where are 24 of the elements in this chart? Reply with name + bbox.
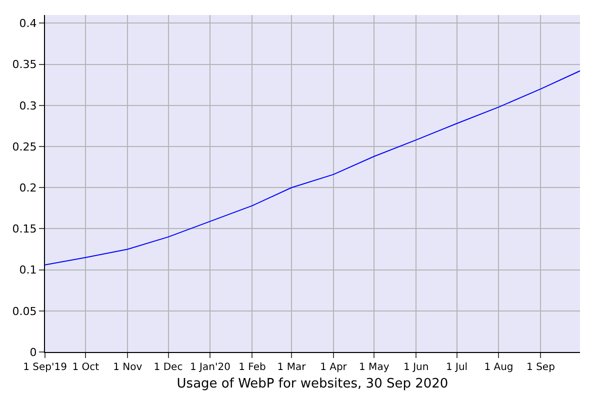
x-tick-label: 1 Jul [446,362,468,373]
y-tick-label: 0.15 [12,222,37,236]
x-tick-label: 1 Feb [238,362,266,373]
y-tick-label: 0.3 [19,99,37,112]
y-tick-label: 0.1 [19,264,37,277]
x-tick-label: 1 Nov [113,362,142,373]
x-tick-label: 1 Sep [526,362,555,373]
x-tick-label: 1 Jan'20 [190,362,230,373]
y-tick-label: 0.2 [19,181,37,194]
y-tick-label: 0.05 [12,304,37,318]
x-tick-label: 1 May [359,362,390,373]
x-tick-label: 1 Mar [277,362,307,373]
x-tick-label: 1 Oct [72,362,100,373]
x-tick-label: 1 Apr [320,362,348,373]
y-tick-label: 0.25 [12,140,37,154]
x-tick-label: 1 Jun [404,362,429,373]
x-tick-label: 1 Sep'19 [23,362,67,373]
x-axis-title: Usage of WebP for websites, 30 Sep 2020 [176,376,448,392]
y-tick-label: 0 [30,346,37,359]
x-tick-label: 1 Aug [484,362,514,373]
y-tick-label: 0.35 [12,58,37,72]
y-tick-label: 0.4 [19,17,37,30]
line-series [45,70,580,266]
x-tick-label: 1 Dec [154,362,183,373]
